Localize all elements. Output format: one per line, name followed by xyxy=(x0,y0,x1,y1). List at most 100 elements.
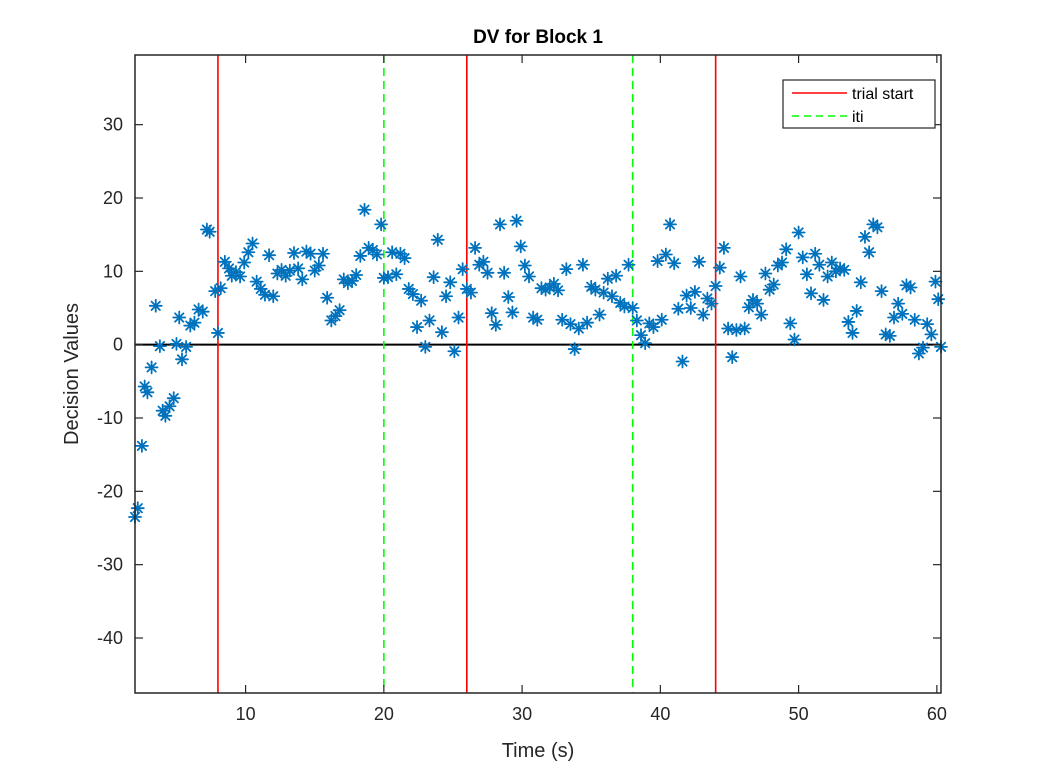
y-axis-ticks: -40 -30 -20 -10 0 10 20 30 xyxy=(97,115,941,648)
data-point xyxy=(907,312,922,327)
data-point xyxy=(891,296,906,311)
x-axis-ticks: 10 20 30 40 50 60 xyxy=(236,55,947,724)
data-point xyxy=(567,342,582,356)
data-point xyxy=(625,301,640,315)
data-point xyxy=(804,286,818,301)
x-tick-label: 20 xyxy=(374,704,394,724)
data-point xyxy=(172,310,187,325)
x-tick-label: 40 xyxy=(650,704,670,724)
data-point xyxy=(729,323,744,337)
data-point xyxy=(451,310,466,325)
data-point xyxy=(345,273,359,288)
data-point xyxy=(426,270,441,285)
data-point xyxy=(795,250,810,265)
data-point xyxy=(920,317,935,332)
data-point xyxy=(721,321,735,336)
data-point xyxy=(551,283,565,298)
data-point xyxy=(530,312,545,327)
scatter-series xyxy=(128,202,948,524)
data-point xyxy=(480,265,495,280)
data-point xyxy=(258,287,272,302)
data-point xyxy=(617,299,632,314)
data-point xyxy=(130,501,145,516)
data-point xyxy=(505,305,520,320)
data-point xyxy=(696,307,711,322)
data-point xyxy=(135,438,149,453)
data-point xyxy=(152,339,167,354)
data-point xyxy=(245,236,260,251)
data-point xyxy=(592,307,607,322)
data-point xyxy=(166,391,181,406)
data-point xyxy=(754,307,769,322)
data-point xyxy=(638,336,653,351)
axes-box xyxy=(134,54,942,694)
data-point xyxy=(179,339,194,354)
data-point xyxy=(447,344,462,359)
data-point xyxy=(501,290,516,304)
data-point xyxy=(430,232,445,247)
data-point xyxy=(385,245,400,260)
data-point xyxy=(837,262,852,277)
data-point xyxy=(783,316,798,331)
data-point xyxy=(233,269,247,284)
data-point xyxy=(928,274,943,289)
data-point xyxy=(911,346,926,361)
data-point xyxy=(634,328,648,343)
data-point xyxy=(262,248,277,263)
data-point xyxy=(692,254,706,269)
data-point xyxy=(311,258,326,273)
data-point xyxy=(357,202,372,217)
data-point xyxy=(882,328,897,343)
plot-area: 10 20 30 40 50 60 -40 -30 -20 -10 0 10 20 30 xyxy=(97,54,948,724)
data-point xyxy=(513,239,528,254)
data-point xyxy=(187,315,202,330)
data-point xyxy=(140,385,155,400)
data-point xyxy=(455,262,470,277)
data-point xyxy=(916,340,930,355)
data-point xyxy=(791,225,806,240)
data-point xyxy=(845,326,860,340)
data-point xyxy=(148,298,163,313)
data-point xyxy=(758,266,773,281)
data-point xyxy=(303,246,318,261)
data-point xyxy=(435,325,449,340)
data-point xyxy=(658,247,673,262)
y-tick-label: -20 xyxy=(97,481,123,501)
data-point xyxy=(737,321,752,336)
data-point xyxy=(282,263,297,278)
data-point xyxy=(291,261,306,276)
data-point xyxy=(484,306,499,321)
event-lines xyxy=(217,55,717,693)
data-point xyxy=(654,312,669,327)
data-point xyxy=(675,354,690,369)
y-tick-label: -40 xyxy=(97,628,123,648)
data-point xyxy=(858,229,872,244)
data-point xyxy=(853,275,868,290)
data-point xyxy=(349,268,364,282)
data-point xyxy=(476,254,491,269)
data-point xyxy=(862,245,877,260)
y-tick-label: -10 xyxy=(97,408,123,428)
data-point xyxy=(213,281,228,296)
data-point xyxy=(211,326,225,340)
data-point xyxy=(266,289,281,304)
data-point xyxy=(414,293,429,308)
data-point xyxy=(563,317,578,332)
data-point xyxy=(353,249,368,263)
data-point xyxy=(808,246,823,261)
data-point xyxy=(144,360,159,375)
legend-label-trial-start: trial start xyxy=(852,86,914,103)
data-point xyxy=(571,321,586,336)
chart-title: DV for Block 1 xyxy=(473,27,603,48)
data-point xyxy=(389,267,404,282)
y-axis-label: Decision Values xyxy=(61,303,83,445)
data-point xyxy=(650,254,665,268)
x-tick-label: 30 xyxy=(512,704,532,724)
y-tick-label: -30 xyxy=(97,555,123,575)
data-point xyxy=(175,352,189,367)
data-point xyxy=(779,242,794,257)
data-point xyxy=(646,320,661,334)
data-point xyxy=(609,268,624,283)
data-point xyxy=(464,285,478,300)
data-point xyxy=(580,315,594,330)
